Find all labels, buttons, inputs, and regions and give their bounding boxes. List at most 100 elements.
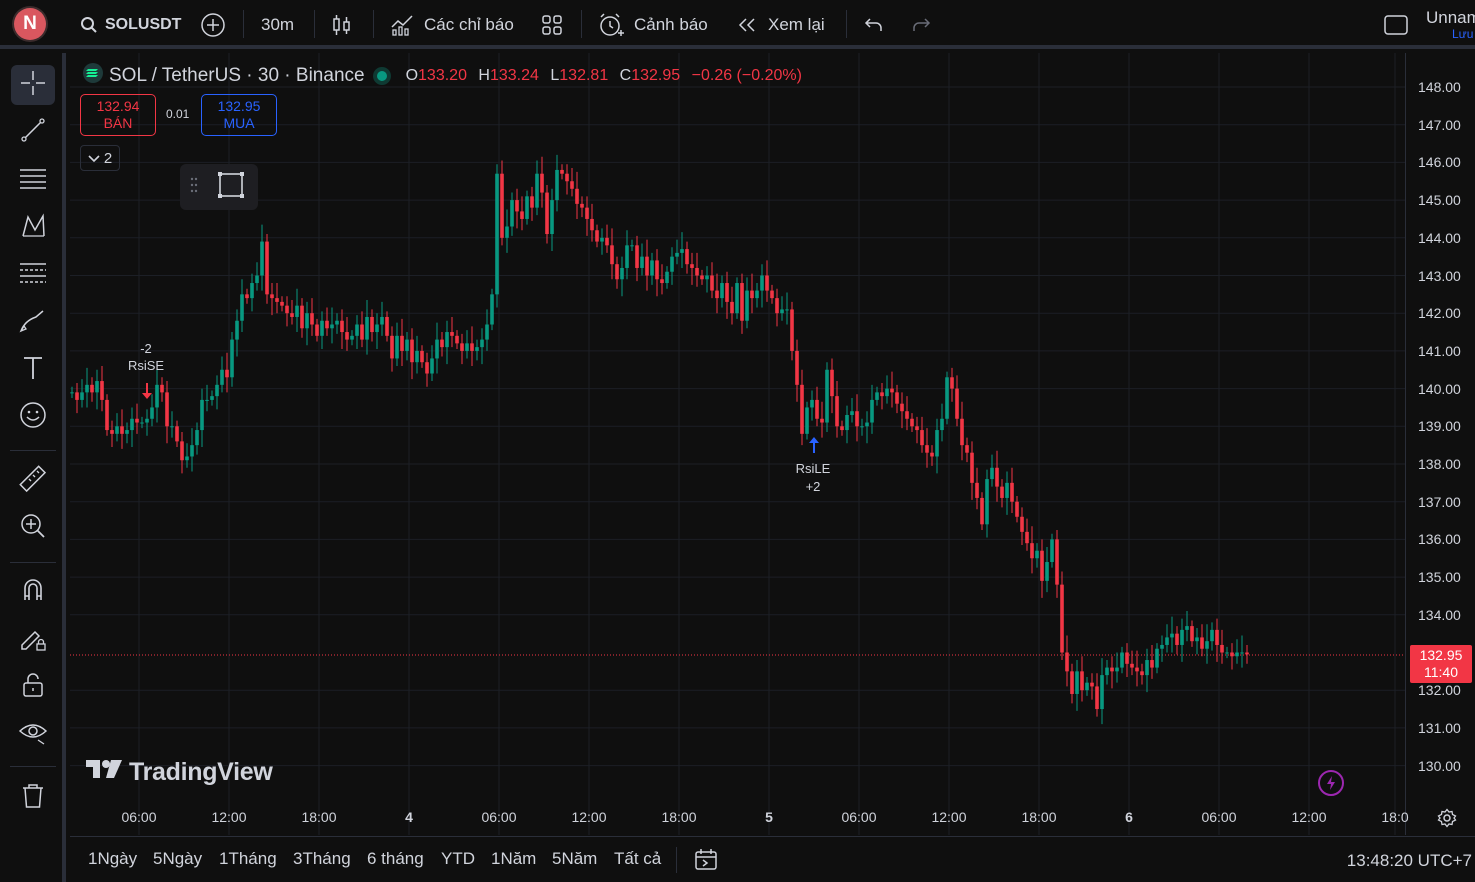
candle-body	[805, 407, 809, 434]
range-button[interactable]: 1Ngày	[88, 849, 138, 868]
drag-handle-icon[interactable]	[190, 177, 198, 198]
pattern-tool[interactable]	[11, 208, 55, 248]
range-button[interactable]: YTD	[441, 849, 475, 868]
candle-body	[800, 384, 804, 434]
price-axis[interactable]	[1405, 53, 1475, 835]
goto-date-button[interactable]	[693, 847, 719, 878]
sell-label: BÁN	[103, 115, 133, 131]
candle-body	[1215, 629, 1219, 645]
layout-name[interactable]: Unnam	[1426, 8, 1475, 27]
time-tick-label: 06:00	[1201, 809, 1237, 825]
brush-tool[interactable]	[11, 303, 55, 343]
candles-icon	[331, 13, 353, 37]
indicators-collapse-button[interactable]: 2	[80, 145, 120, 171]
symbol-search-button[interactable]: SOLUSDT	[80, 0, 181, 49]
divider	[10, 766, 56, 767]
compare-symbol-button[interactable]	[200, 0, 226, 49]
lock-tool[interactable]	[11, 667, 55, 707]
candle-body	[70, 392, 74, 394]
chart-settings-button[interactable]	[1437, 808, 1457, 833]
legend-title[interactable]: SOL / TetherUS · 30 · Binance	[109, 65, 365, 86]
rectangle-select-icon[interactable]	[216, 170, 246, 205]
layout-save-status: Lưu	[1452, 27, 1474, 41]
horizontal-lines-tool[interactable]	[11, 160, 55, 200]
fullscreen-button[interactable]	[1383, 0, 1409, 49]
emoji-tool[interactable]	[11, 397, 55, 437]
candle-body	[1035, 550, 1039, 559]
price-tick-label: 146.00	[1418, 154, 1461, 171]
replay-button[interactable]: Xem lại	[737, 0, 825, 49]
candle-body	[555, 169, 559, 201]
candle-body	[540, 173, 544, 193]
indicators-button[interactable]: Các chỉ báo	[390, 0, 514, 49]
range-button[interactable]: 3Tháng	[293, 849, 351, 868]
chevron-down-icon	[88, 150, 100, 167]
high-value: 133.24	[489, 67, 539, 84]
zoom-tool[interactable]	[11, 508, 55, 548]
time-tick-label: 5	[765, 809, 773, 825]
interval-button[interactable]: 30m	[261, 14, 295, 34]
candle-body	[1015, 501, 1019, 517]
candle-body	[250, 283, 254, 299]
candle-body	[735, 283, 739, 314]
crosshair-tool[interactable]	[11, 65, 55, 105]
price-chart[interactable]: -2 RsiSE RsiLE +2	[70, 53, 1405, 835]
candle-body	[1160, 644, 1164, 649]
bottom-toolbar: 1Ngày 5Ngày 1Tháng 3Tháng 6 tháng YTD 1Năm 5Năm…	[70, 836, 1475, 882]
fib-tool[interactable]	[11, 255, 55, 295]
candle-body	[450, 332, 454, 336]
candle-body	[570, 181, 574, 189]
zoom-in-icon	[19, 512, 47, 545]
text-tool[interactable]	[11, 350, 55, 390]
remove-drawings-tool[interactable]	[11, 778, 55, 818]
redo-button[interactable]	[910, 0, 932, 49]
price-tick-label: 136.00	[1418, 531, 1461, 548]
candle-body	[785, 309, 789, 311]
candle-body	[395, 335, 399, 359]
candle-body	[380, 316, 384, 325]
alerts-label: Cảnh báo	[634, 14, 708, 34]
candle-body	[835, 396, 839, 427]
candle-body	[255, 275, 259, 284]
candle-body	[1135, 667, 1139, 672]
candle-body	[390, 335, 394, 359]
time-tick-label: 18:00	[661, 809, 697, 825]
timezone-clock[interactable]: 13:48:20 UTC+7	[1346, 851, 1472, 870]
range-button[interactable]: 1Tháng	[219, 849, 277, 868]
undo-button[interactable]	[863, 0, 885, 49]
chart-type-button[interactable]	[331, 0, 353, 49]
candle-body	[95, 381, 99, 393]
candle-body	[300, 305, 304, 329]
candle-body	[545, 192, 549, 235]
sell-price: 132.94	[96, 98, 140, 114]
pencil-lock-icon	[18, 623, 48, 658]
measure-tool[interactable]	[11, 461, 55, 501]
tradingview-logo[interactable]: TradingView	[85, 758, 273, 787]
layouts-button[interactable]	[541, 0, 563, 49]
crosshair-icon	[19, 69, 47, 102]
user-avatar[interactable]: N	[14, 8, 46, 40]
candle-body	[400, 335, 404, 351]
ruler-icon	[18, 464, 48, 499]
range-button[interactable]: 1Năm	[491, 849, 537, 868]
candle-body	[860, 426, 864, 428]
buy-button[interactable]: 132.95 MUA	[201, 94, 277, 136]
indicators-icon	[390, 13, 414, 37]
range-button[interactable]: 6 tháng	[367, 849, 424, 868]
range-button[interactable]: Tất cả	[614, 849, 662, 868]
candle-body	[550, 200, 554, 235]
lightning-icon[interactable]	[1318, 770, 1344, 796]
alerts-button[interactable]: Cảnh báo	[598, 0, 708, 49]
trend-line-tool[interactable]	[11, 112, 55, 152]
symbol-label: SOLUSDT	[105, 15, 182, 33]
sell-button[interactable]: 132.94 BÁN	[80, 94, 156, 136]
range-button[interactable]: 5Ngày	[153, 849, 203, 868]
visibility-tool[interactable]	[11, 714, 55, 754]
indicators-count: 2	[103, 149, 113, 167]
draw-mode-tool[interactable]	[11, 620, 55, 660]
magnet-tool[interactable]	[11, 572, 55, 612]
range-button[interactable]: 5Năm	[552, 849, 598, 868]
candle-body	[175, 426, 179, 442]
time-axis[interactable]: 06:00 12:00 18:00 4 06:00 12:00 18:00 5 06:00 12:…	[70, 800, 1475, 835]
candle-body	[795, 350, 799, 385]
